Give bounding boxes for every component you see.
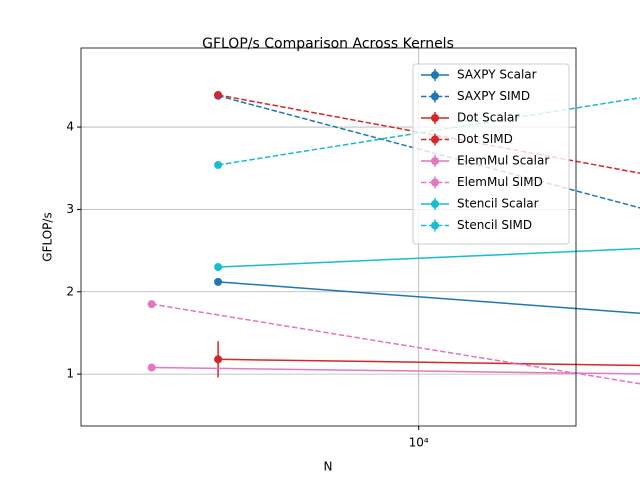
series-line xyxy=(151,366,640,375)
x-axis-label: N xyxy=(324,460,333,474)
series xyxy=(214,277,640,315)
series xyxy=(147,363,640,375)
data-point xyxy=(214,160,223,169)
data-point xyxy=(214,355,223,364)
data-point xyxy=(147,300,156,309)
data-point xyxy=(214,277,223,286)
legend-marker xyxy=(431,157,439,165)
legend-label: Dot SIMD xyxy=(457,132,513,146)
legend-label: ElemMul Scalar xyxy=(457,154,549,168)
plot-frame xyxy=(80,47,577,427)
series xyxy=(214,247,640,272)
legend-label: Stencil Scalar xyxy=(457,197,539,211)
chart-title: GFLOP/s Comparison Across Kernels xyxy=(202,36,454,52)
legend-marker xyxy=(431,114,439,122)
data-point xyxy=(214,263,223,272)
series-line xyxy=(218,358,640,367)
series xyxy=(214,341,640,378)
series xyxy=(147,300,640,385)
y-axis-label: GFLOP/s xyxy=(41,212,55,261)
legend-label: Stencil SIMD xyxy=(457,218,532,232)
legend-marker xyxy=(431,200,439,208)
legend-marker xyxy=(431,71,439,79)
data-point xyxy=(214,90,223,99)
legend-marker xyxy=(431,135,439,144)
y-tick-label: 2 xyxy=(66,284,74,298)
legend-label: Dot Scalar xyxy=(457,111,519,125)
legend-marker xyxy=(431,221,439,230)
legend-label: SAXPY SIMD xyxy=(457,89,530,103)
data-point xyxy=(147,363,156,372)
legend: SAXPY Scalar SAXPY SIMD Dot Scalar Dot SIMD… xyxy=(412,63,570,245)
y-tick-label: 1 xyxy=(66,367,74,381)
legend-marker xyxy=(431,92,439,101)
y-tick-label: 3 xyxy=(66,202,74,216)
x-tick-label: 10⁴ xyxy=(409,436,429,450)
y-tick-label: 4 xyxy=(66,120,74,134)
series-line xyxy=(218,247,640,268)
legend-marker xyxy=(431,178,439,187)
legend-label: ElemMul SIMD xyxy=(457,175,543,189)
series-line xyxy=(218,281,640,315)
legend-box xyxy=(412,63,570,245)
legend-label: SAXPY Scalar xyxy=(457,68,537,82)
